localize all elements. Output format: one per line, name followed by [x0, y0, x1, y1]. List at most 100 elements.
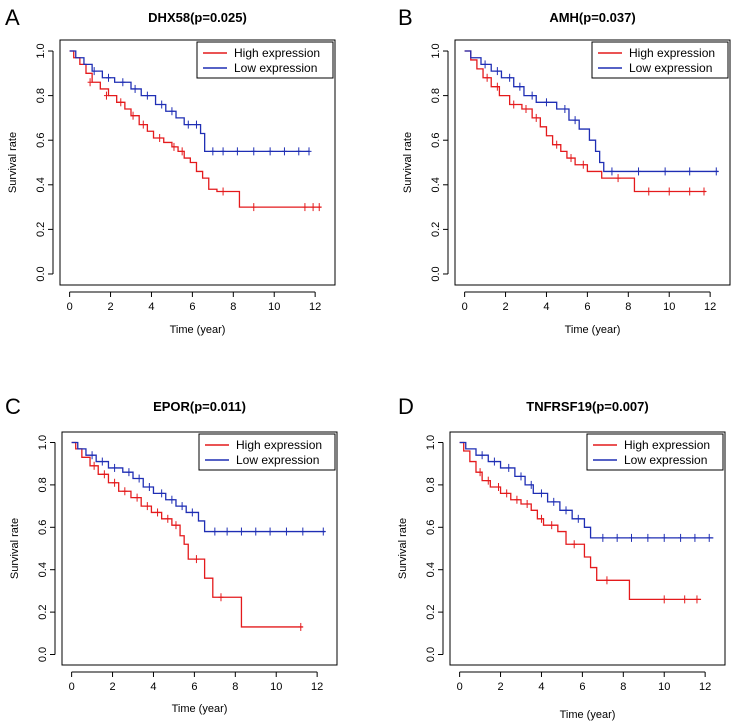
x-tick-label: 10	[663, 301, 675, 313]
y-tick-label: 0.4	[35, 177, 47, 192]
series-high-expression	[69, 50, 322, 212]
survival-curve-high-expression	[459, 441, 702, 601]
y-tick-label: 0.2	[35, 222, 47, 237]
series-high-expression	[459, 441, 702, 604]
x-tick-label: 12	[311, 681, 323, 693]
x-tick-label: 8	[232, 681, 238, 693]
plot-frame	[449, 431, 726, 666]
series-low-expression	[69, 50, 312, 156]
y-tick-label: 0.8	[35, 88, 47, 103]
legend-label: Low expression	[234, 61, 317, 75]
x-tick-label: 4	[538, 681, 544, 693]
x-tick-label: 4	[148, 301, 154, 313]
y-tick-label: 0.2	[430, 222, 442, 237]
y-tick-label: 0.8	[37, 477, 49, 492]
y-tick-label: 0.6	[425, 520, 437, 535]
x-tick-label: 2	[109, 681, 115, 693]
x-tick-label: 10	[268, 301, 280, 313]
legend-box	[198, 433, 336, 471]
x-tick-label: 2	[502, 301, 508, 313]
survival-curve-high-expression	[464, 50, 707, 193]
y-tick-label: 1.0	[425, 435, 437, 450]
y-axis-label: Survival rate	[9, 518, 21, 579]
x-tick-label: 0	[457, 681, 463, 693]
survival-curve-high-expression	[71, 441, 303, 628]
legend-box	[586, 433, 724, 471]
chart-title: AMH(p=0.037)	[549, 10, 635, 25]
x-tick-label: 2	[497, 681, 503, 693]
x-tick-label: 6	[189, 301, 195, 313]
legend-label: High expression	[624, 438, 710, 452]
legend-label: High expression	[236, 438, 322, 452]
panel-d: D TNFRSF19(p=0.007) 0 2 4 6 8 10 12 0.0 0.2 0.4 0.6 0…	[397, 394, 726, 721]
y-tick-label: 0.8	[430, 88, 442, 103]
x-axis-label: Time (year)	[172, 703, 228, 715]
legend-box	[196, 41, 334, 79]
panel-letter: A	[5, 5, 20, 30]
panel-letter: B	[398, 5, 413, 30]
x-axis-label: Time (year)	[565, 324, 621, 336]
series-low-expression	[459, 441, 714, 542]
x-tick-label: 4	[543, 301, 549, 313]
x-tick-label: 6	[191, 681, 197, 693]
y-axis-label: Survival rate	[402, 132, 414, 193]
legend-label: Low expression	[629, 61, 712, 75]
x-tick-label: 12	[699, 681, 711, 693]
y-tick-label: 0.2	[425, 604, 437, 619]
y-tick-label: 0.0	[37, 647, 49, 662]
panel-letter: D	[398, 394, 414, 419]
x-axis-label: Time (year)	[560, 709, 616, 721]
chart-title: TNFRSF19(p=0.007)	[526, 399, 648, 414]
x-tick-label: 4	[150, 681, 156, 693]
legend-label: High expression	[629, 46, 715, 60]
x-tick-label: 0	[69, 681, 75, 693]
survival-curve-low-expression	[69, 50, 310, 153]
y-tick-label: 0.4	[425, 562, 437, 577]
x-tick-label: 8	[620, 681, 626, 693]
x-axis-label: Time (year)	[170, 324, 226, 336]
panel-a: A DHX58(p=0.025) 0 2 4 6 8 10 12 0.0 0.2 0.4 0.6 0.8 1…	[5, 5, 336, 336]
x-tick-label: 10	[658, 681, 670, 693]
x-tick-label: 2	[107, 301, 113, 313]
series-low-expression	[71, 441, 326, 536]
x-tick-label: 0	[462, 301, 468, 313]
y-tick-label: 0.6	[430, 133, 442, 148]
legend-box	[591, 41, 729, 79]
x-tick-label: 10	[270, 681, 282, 693]
survival-curve-high-expression	[69, 50, 322, 208]
x-tick-label: 6	[579, 681, 585, 693]
plot-frame	[59, 39, 336, 286]
x-tick-label: 12	[704, 301, 716, 313]
y-tick-label: 0.6	[37, 520, 49, 535]
x-tick-label: 0	[67, 301, 73, 313]
panel-c: C EPOR(p=0.011) 0 2 4 6 8 10 12 0.0 0.2 0.4 0.6 0.8 1.…	[5, 394, 338, 715]
y-tick-label: 0.4	[430, 177, 442, 192]
panel-letter: C	[5, 394, 21, 419]
y-tick-label: 0.4	[37, 562, 49, 577]
legend-label: High expression	[234, 46, 320, 60]
legend-label: Low expression	[236, 453, 319, 467]
y-axis-label: Survival rate	[7, 132, 19, 193]
series-high-expression	[464, 50, 707, 196]
x-tick-label: 12	[309, 301, 321, 313]
y-tick-label: 0.6	[35, 133, 47, 148]
y-tick-label: 0.0	[430, 266, 442, 281]
y-tick-label: 0.8	[425, 477, 437, 492]
x-tick-label: 8	[625, 301, 631, 313]
y-tick-label: 0.0	[35, 266, 47, 281]
y-tick-label: 1.0	[37, 435, 49, 450]
plot-frame	[454, 39, 731, 286]
plot-frame	[61, 431, 338, 666]
legend-label: Low expression	[624, 453, 707, 467]
series-low-expression	[464, 50, 719, 176]
chart-title: EPOR(p=0.011)	[153, 399, 246, 414]
y-tick-label: 0.0	[425, 647, 437, 662]
x-tick-label: 8	[230, 301, 236, 313]
x-tick-label: 6	[584, 301, 590, 313]
y-tick-label: 1.0	[35, 43, 47, 58]
